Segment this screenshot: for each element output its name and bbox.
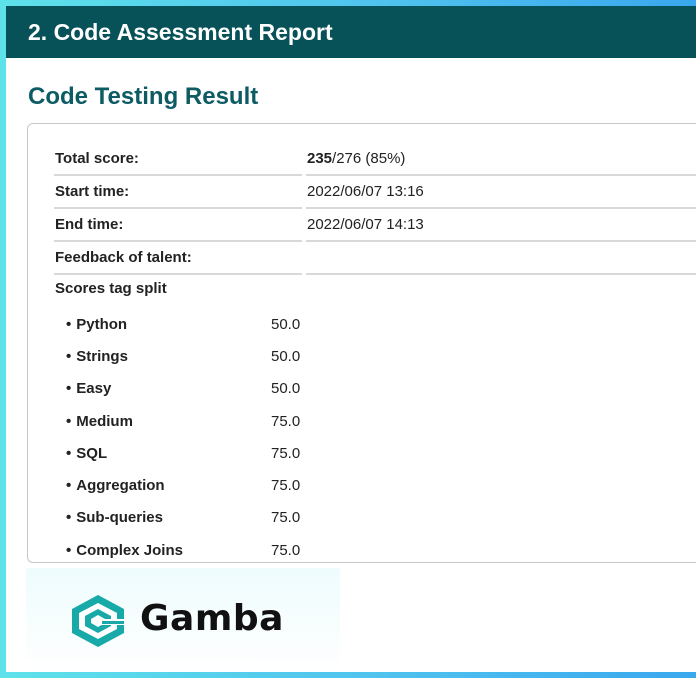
summary-row-end-time: End time: 2022/06/07 14:13 — [54, 208, 696, 242]
tag-name: Python — [76, 315, 128, 333]
tag-name: SQL — [76, 444, 108, 462]
tag-score-row: • Python 50.0 — [66, 308, 331, 340]
bullet: • — [66, 541, 72, 559]
bullet: • — [66, 412, 72, 430]
tag-score: 75.0 — [271, 444, 301, 462]
summary-row-feedback: Feedback of talent: — [54, 241, 696, 275]
tag-score: 50.0 — [271, 347, 301, 365]
report-header-title: 2. Code Assessment Report — [28, 19, 333, 45]
summary-value — [306, 241, 696, 275]
tag-score: 50.0 — [271, 315, 301, 333]
tag-name: Complex Joins — [76, 541, 183, 559]
summary-key: Feedback of talent: — [54, 241, 302, 275]
tag-score-row: • Strings 50.0 — [66, 340, 331, 372]
brand-logo: Gamba — [26, 568, 340, 672]
summary-table: Total score: 235/276 (85%) Start time: 2… — [54, 142, 696, 275]
gamba-wordmark: Gamba — [140, 598, 284, 639]
summary-value: 2022/06/07 13:16 — [306, 175, 696, 209]
section-title: Code Testing Result — [28, 83, 259, 110]
scores-tag-split-title: Scores tag split — [55, 280, 167, 297]
bullet: • — [66, 380, 72, 398]
tag-score: 75.0 — [271, 477, 301, 495]
summary-key: End time: — [54, 208, 302, 242]
tag-score-list: • Python 50.0 • Strings 50.0 • Easy 50.0 • Medi… — [66, 308, 331, 566]
bullet: • — [66, 509, 72, 527]
summary-key: Start time: — [54, 175, 302, 209]
tag-score-row: • Complex Joins 75.0 — [66, 534, 331, 566]
tag-name: Medium — [76, 412, 133, 430]
score-obtained: 235 — [307, 149, 333, 167]
tag-score: 75.0 — [271, 509, 301, 527]
tag-score: 50.0 — [271, 380, 301, 398]
summary-key: Total score: — [54, 142, 302, 176]
summary-value: 235/276 (85%) — [306, 142, 696, 176]
result-panel: Total score: 235/276 (85%) Start time: 2… — [27, 123, 696, 563]
summary-value: 2022/06/07 14:13 — [306, 208, 696, 242]
report-header: 2. Code Assessment Report — [6, 6, 696, 58]
tag-score: 75.0 — [271, 412, 301, 430]
gamba-logo-icon — [72, 595, 125, 647]
tag-name: Aggregation — [76, 477, 165, 495]
tag-score-row: • Medium 75.0 — [66, 405, 331, 437]
tag-score: 75.0 — [271, 541, 301, 559]
tag-score-row: • Sub-queries 75.0 — [66, 502, 331, 534]
summary-row-start-time: Start time: 2022/06/07 13:16 — [54, 175, 696, 209]
report-frame: 2. Code Assessment Report Code Testing R… — [6, 6, 696, 672]
bullet: • — [66, 315, 72, 333]
tag-score-row: • Aggregation 75.0 — [66, 469, 331, 501]
bullet: • — [66, 444, 72, 462]
summary-row-total-score: Total score: 235/276 (85%) — [54, 142, 696, 176]
tag-name: Sub-queries — [76, 509, 163, 527]
tag-score-row: • Easy 50.0 — [66, 373, 331, 405]
bullet: • — [66, 347, 72, 365]
score-total: /276 (85%) — [332, 149, 406, 167]
tag-name: Easy — [76, 380, 112, 398]
bullet: • — [66, 477, 72, 495]
tag-score-row: • SQL 75.0 — [66, 437, 331, 469]
tag-name: Strings — [76, 347, 128, 365]
